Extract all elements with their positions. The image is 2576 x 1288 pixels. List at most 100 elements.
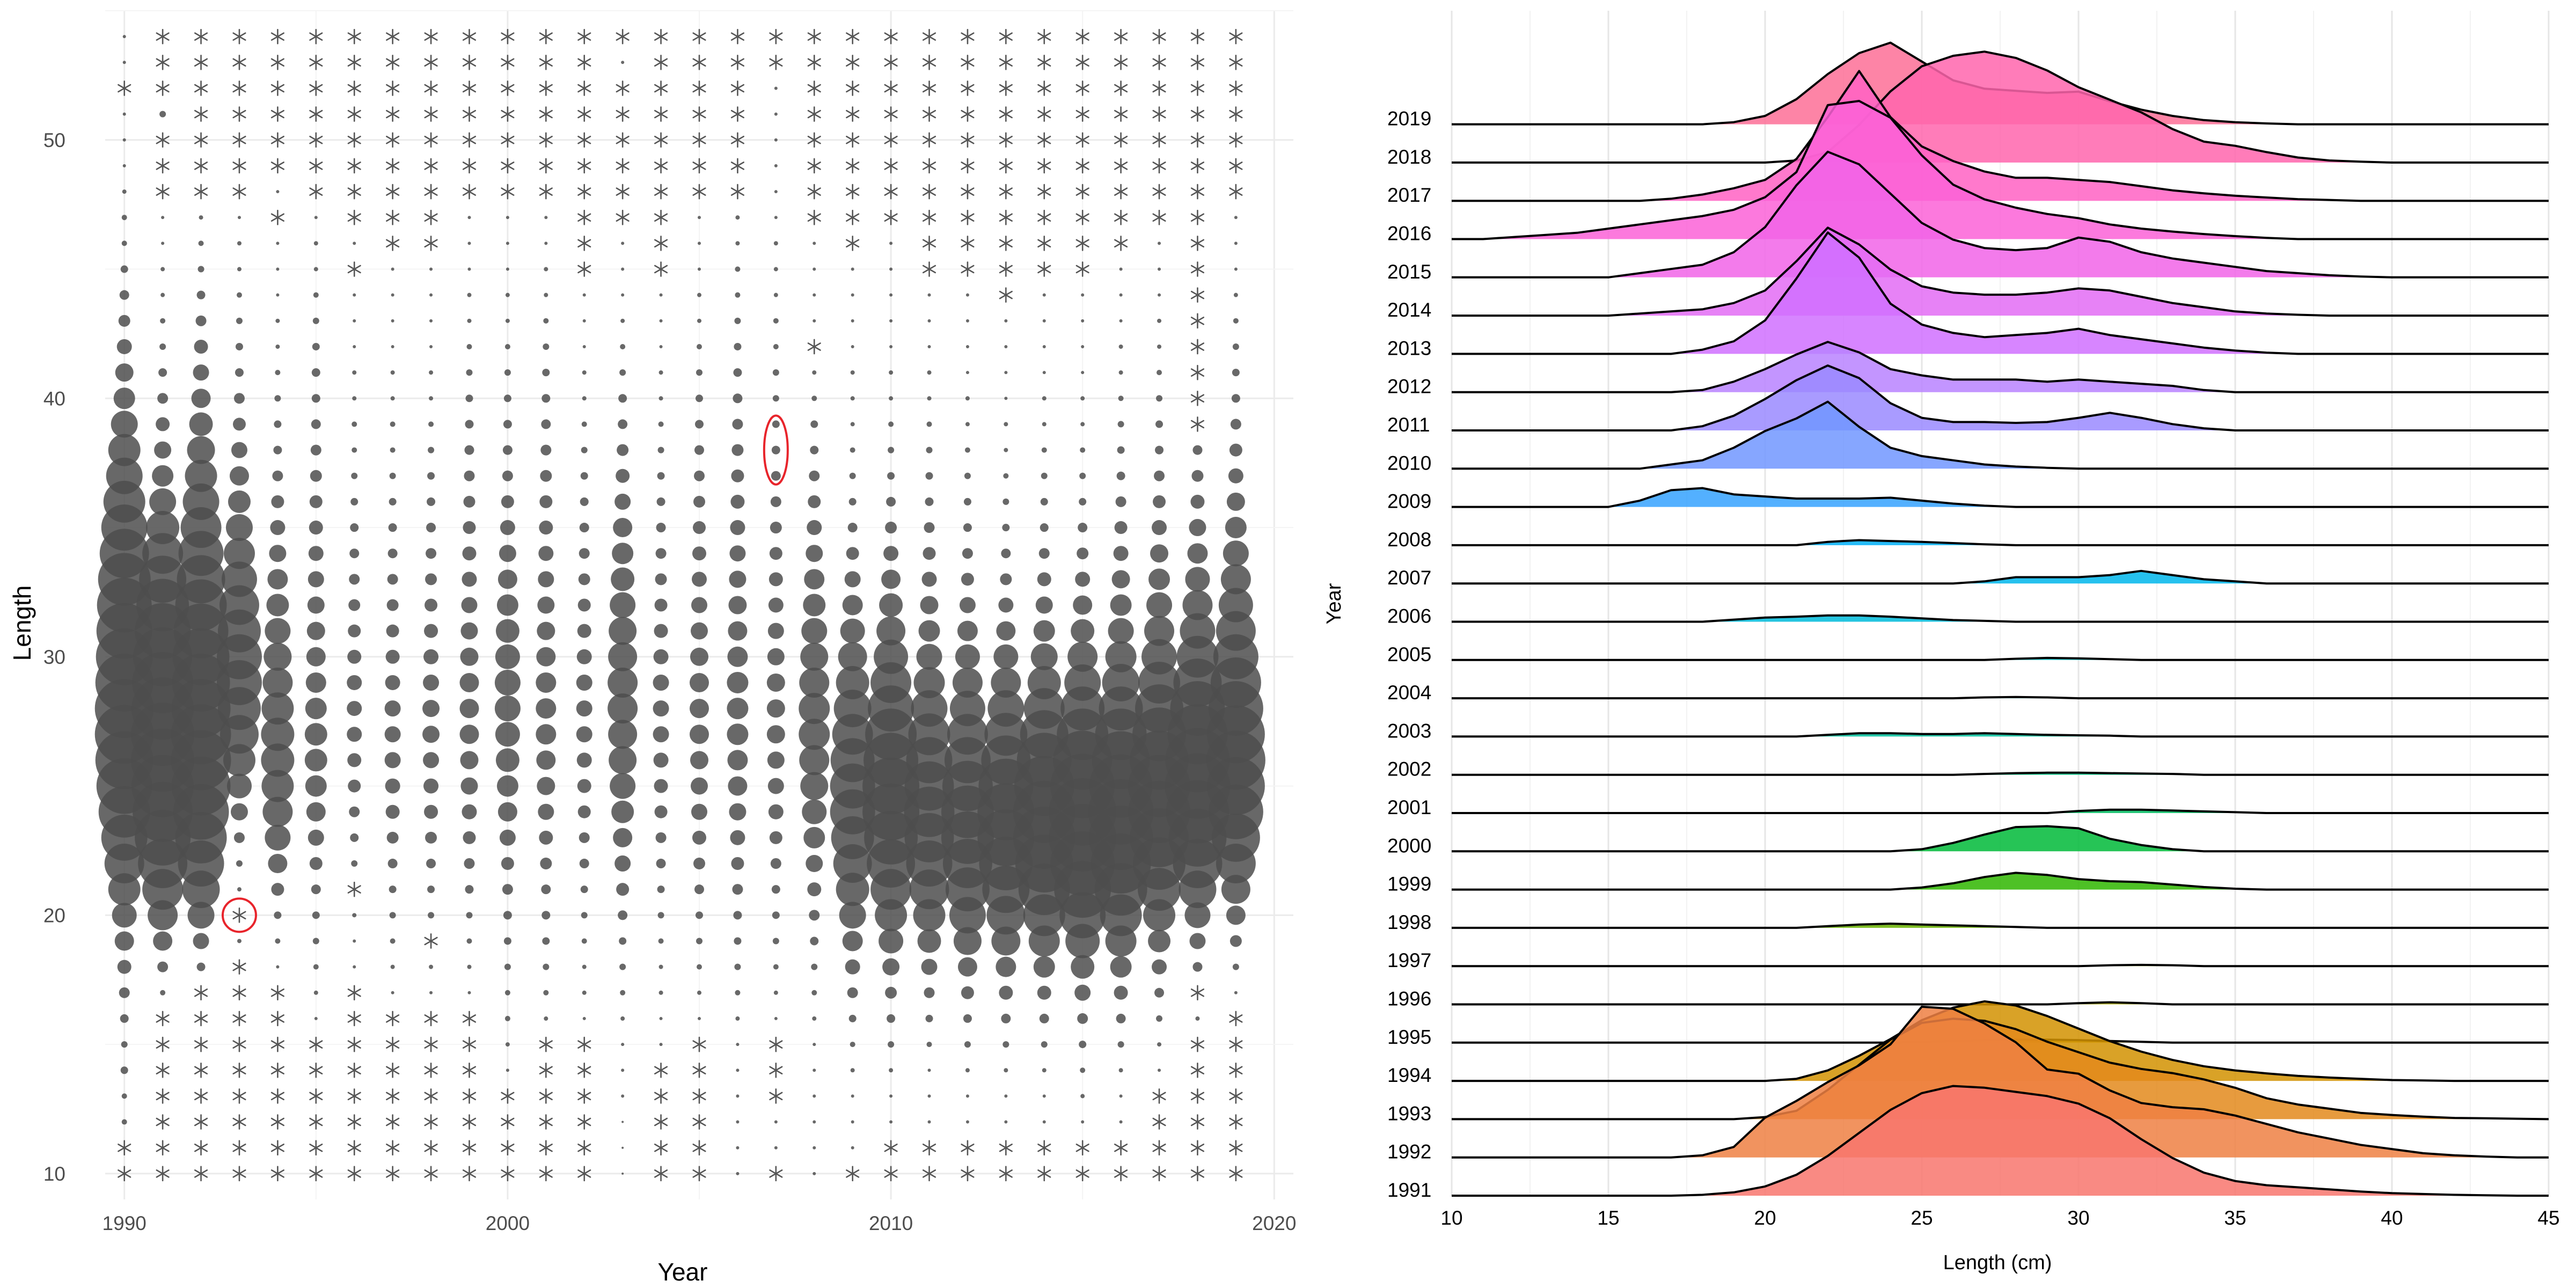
bubble-point: [692, 546, 706, 561]
ridgeline-chart-y-ticks: 1991 1992 1993 1994 1995 1996 1997 1998 1999 2000…: [1387, 108, 1431, 1201]
bubble-point: [729, 803, 747, 821]
ridgeline-y-tick-label: 1991: [1387, 1179, 1431, 1201]
bubble-point: [306, 647, 326, 667]
ridge-2018: [1452, 50, 2549, 164]
zero-asterisk-point: [999, 261, 1013, 277]
zero-asterisk-point: [807, 184, 821, 200]
zero-asterisk-point: [654, 1088, 668, 1104]
zero-asterisk-point: [270, 132, 284, 148]
ridge-2011: [1452, 364, 2549, 431]
bubble-point: [500, 520, 515, 536]
bubble-point: [576, 674, 592, 691]
bubble-point: [313, 267, 318, 272]
ridge-2015: [1452, 150, 2549, 279]
bubble-point: [185, 459, 217, 492]
bubble-point: [502, 470, 513, 481]
bubble-point: [461, 597, 478, 613]
zero-asterisk-point: [270, 1088, 284, 1104]
zero-asterisk-point: [386, 1036, 400, 1052]
bubble-point: [927, 345, 931, 348]
bubble-point: [108, 434, 141, 466]
bubble-point: [963, 1014, 972, 1023]
bubble-point: [874, 639, 909, 674]
zero-asterisk-point: [194, 106, 208, 122]
zero-asterisk-point: [386, 209, 400, 225]
zero-asterisk-point: [769, 28, 783, 45]
bubble-point: [1075, 572, 1091, 587]
bubble-point: [807, 882, 822, 897]
bubble-point: [621, 267, 625, 271]
bubble-point: [889, 1094, 893, 1098]
bubble-point: [965, 319, 969, 323]
bubble-point: [736, 1069, 740, 1072]
zero-asterisk-point: [999, 236, 1013, 251]
bubble-point: [582, 370, 587, 375]
zero-asterisk-point: [270, 28, 284, 45]
bubble-point: [276, 965, 280, 969]
bubble-point: [1232, 343, 1239, 350]
bubble-point: [799, 745, 830, 775]
ridge-1992: [1452, 1005, 2549, 1159]
bubble-point: [735, 266, 741, 272]
bubble-point: [189, 412, 213, 436]
bubble-point: [386, 624, 399, 638]
zero-asterisk-point: [156, 1166, 170, 1182]
zero-asterisk-point: [386, 28, 400, 45]
bubble-point: [1158, 1069, 1161, 1072]
zero-asterisk-point: [616, 184, 630, 200]
bubble-point: [313, 241, 318, 246]
bubble-point: [577, 598, 591, 612]
bubble-point: [1038, 548, 1050, 559]
bubble-point: [352, 396, 357, 401]
zero-asterisk-point: [692, 55, 706, 70]
bubble-point: [466, 369, 473, 376]
zero-asterisk-point: [309, 1036, 323, 1052]
bubble-point: [955, 644, 980, 669]
zero-asterisk-point: [232, 132, 246, 148]
bubble-point: [1216, 611, 1256, 651]
bubble-point: [466, 938, 472, 944]
bubble-point: [1118, 344, 1123, 349]
ridge-2001: [1452, 808, 2549, 814]
bubble-point: [390, 396, 395, 401]
zero-asterisk-point: [1190, 1036, 1205, 1052]
bubble-point: [659, 293, 663, 297]
zero-asterisk-point: [1075, 28, 1089, 45]
bubble-point: [963, 497, 971, 506]
bubble-point: [802, 799, 827, 824]
bubble-point: [697, 343, 702, 349]
bubble-point: [769, 831, 782, 844]
zero-asterisk-point: [999, 106, 1013, 122]
zero-asterisk-point: [462, 1062, 477, 1078]
bubble-point: [237, 939, 241, 943]
bubble-point: [122, 61, 126, 64]
ridgeline-y-tick-label: 1995: [1387, 1026, 1431, 1048]
ridge-outline: [1452, 1000, 2549, 1082]
bubble-point: [428, 447, 435, 453]
bubble-point: [1033, 620, 1055, 642]
bubble-point: [608, 642, 638, 671]
bubble-point: [918, 620, 940, 642]
zero-asterisk-point: [807, 106, 821, 122]
bubble-point: [658, 421, 664, 427]
bubble-point: [225, 514, 253, 541]
bubble-point: [767, 648, 785, 665]
zero-asterisk-point: [1075, 55, 1089, 70]
bubble-point: [541, 419, 551, 429]
bubble-point: [879, 593, 903, 617]
bubble-point: [427, 472, 435, 480]
bubble-point: [423, 674, 440, 691]
bubble-point: [499, 545, 516, 562]
bubble-point: [998, 597, 1014, 613]
zero-asterisk-point: [1075, 236, 1089, 251]
ridge-outline: [1452, 872, 2549, 891]
bubble-point: [655, 573, 667, 586]
bubble-point: [494, 669, 521, 696]
bubble-point: [121, 240, 127, 246]
bubble-point: [767, 751, 785, 769]
zero-asterisk-point: [807, 28, 821, 45]
zero-asterisk-point: [961, 132, 975, 148]
ridgeline-x-tick-label: 40: [2381, 1207, 2403, 1229]
bubble-point: [850, 1042, 855, 1048]
